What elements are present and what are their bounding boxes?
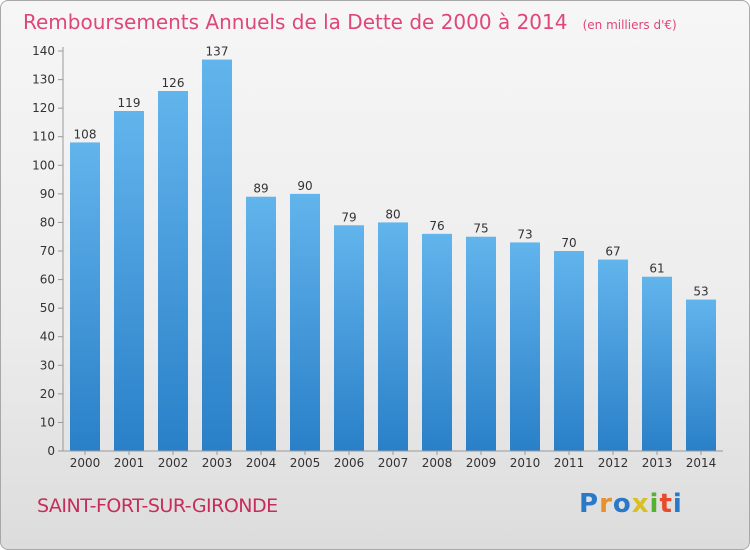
bar (70, 142, 100, 451)
bar-value-label: 75 (473, 222, 488, 236)
bar-value-label: 80 (385, 207, 400, 221)
x-tick-label: 2000 (70, 456, 101, 470)
chart-unit-note: (en milliers d'€) (583, 18, 677, 32)
bar-value-label: 73 (517, 227, 532, 241)
x-axis: 2000 2001 2002 2003 2004 2005 2006 2007 2008 2009… (63, 450, 723, 470)
y-axis: 0 10 20 30 40 50 60 70 80 90 100 110 120 130 140 (32, 44, 64, 458)
logo-letter: P (579, 489, 600, 519)
y-tick-label: 100 (32, 158, 55, 172)
y-tick-label: 120 (32, 101, 55, 115)
bar (598, 259, 628, 451)
bars-group: 108 119 126 137 89 90 79 80 76 75 73 70 67 61 53 (70, 45, 716, 451)
x-tick-label: 2013 (642, 456, 673, 470)
bar-value-label: 67 (605, 245, 620, 259)
x-tick-label: 2008 (422, 456, 453, 470)
bar-value-label: 70 (561, 236, 576, 250)
logo-letter: o (612, 489, 632, 519)
bar-value-label: 89 (253, 182, 268, 196)
bar (290, 193, 320, 451)
logo-letter: r (599, 489, 613, 519)
x-tick-label: 2002 (158, 456, 189, 470)
bar (686, 299, 716, 451)
y-tick-label: 110 (32, 130, 55, 144)
commune-name: SAINT-FORT-SUR-GIRONDE (37, 495, 278, 517)
bar-value-label: 137 (206, 45, 229, 59)
bar-value-label: 119 (118, 96, 141, 110)
chart-title-text: Remboursements Annuels de la Dette de 20… (23, 10, 567, 34)
y-tick-label: 140 (32, 44, 55, 58)
bar (422, 233, 452, 451)
y-tick-label: 20 (40, 387, 55, 401)
y-tick-label: 0 (47, 444, 55, 458)
logo-letter: i (649, 489, 660, 519)
chart-title: Remboursements Annuels de la Dette de 20… (23, 10, 677, 34)
bar (466, 236, 496, 451)
bar (202, 59, 232, 451)
x-tick-label: 2014 (686, 456, 717, 470)
bar-value-label: 79 (341, 210, 356, 224)
logo-letter: i (672, 489, 683, 519)
x-tick-label: 2006 (334, 456, 365, 470)
x-tick-label: 2001 (114, 456, 145, 470)
y-tick-label: 90 (40, 187, 55, 201)
bar-value-label: 90 (297, 179, 312, 193)
bar-value-label: 108 (74, 127, 97, 141)
bar (158, 91, 188, 451)
x-tick-label: 2011 (554, 456, 585, 470)
y-tick-label: 10 (40, 415, 55, 429)
x-tick-label: 2012 (598, 456, 629, 470)
y-tick-label: 80 (40, 215, 55, 229)
x-tick-label: 2009 (466, 456, 497, 470)
bar-value-label: 126 (162, 76, 185, 90)
bar (246, 196, 276, 451)
bar-value-label: 53 (693, 285, 708, 299)
logo-letter: t (659, 489, 673, 519)
y-tick-label: 130 (32, 73, 55, 87)
y-tick-label: 30 (40, 358, 55, 372)
bar (114, 111, 144, 451)
proxiti-logo: Proxiti (579, 489, 683, 519)
x-tick-label: 2005 (290, 456, 321, 470)
x-tick-label: 2004 (246, 456, 277, 470)
y-tick-label: 60 (40, 273, 55, 287)
x-tick-label: 2003 (202, 456, 233, 470)
bar-value-label: 61 (649, 262, 664, 276)
x-tick-label: 2010 (510, 456, 541, 470)
bar (554, 251, 584, 451)
x-tick-label: 2007 (378, 456, 409, 470)
bar (334, 225, 364, 451)
bar (642, 276, 672, 451)
bar (378, 222, 408, 451)
bar-value-label: 76 (429, 219, 444, 233)
y-tick-label: 70 (40, 244, 55, 258)
y-tick-label: 50 (40, 301, 55, 315)
logo-letter: x (631, 489, 650, 519)
y-tick-label: 40 (40, 330, 55, 344)
bar (510, 242, 540, 451)
